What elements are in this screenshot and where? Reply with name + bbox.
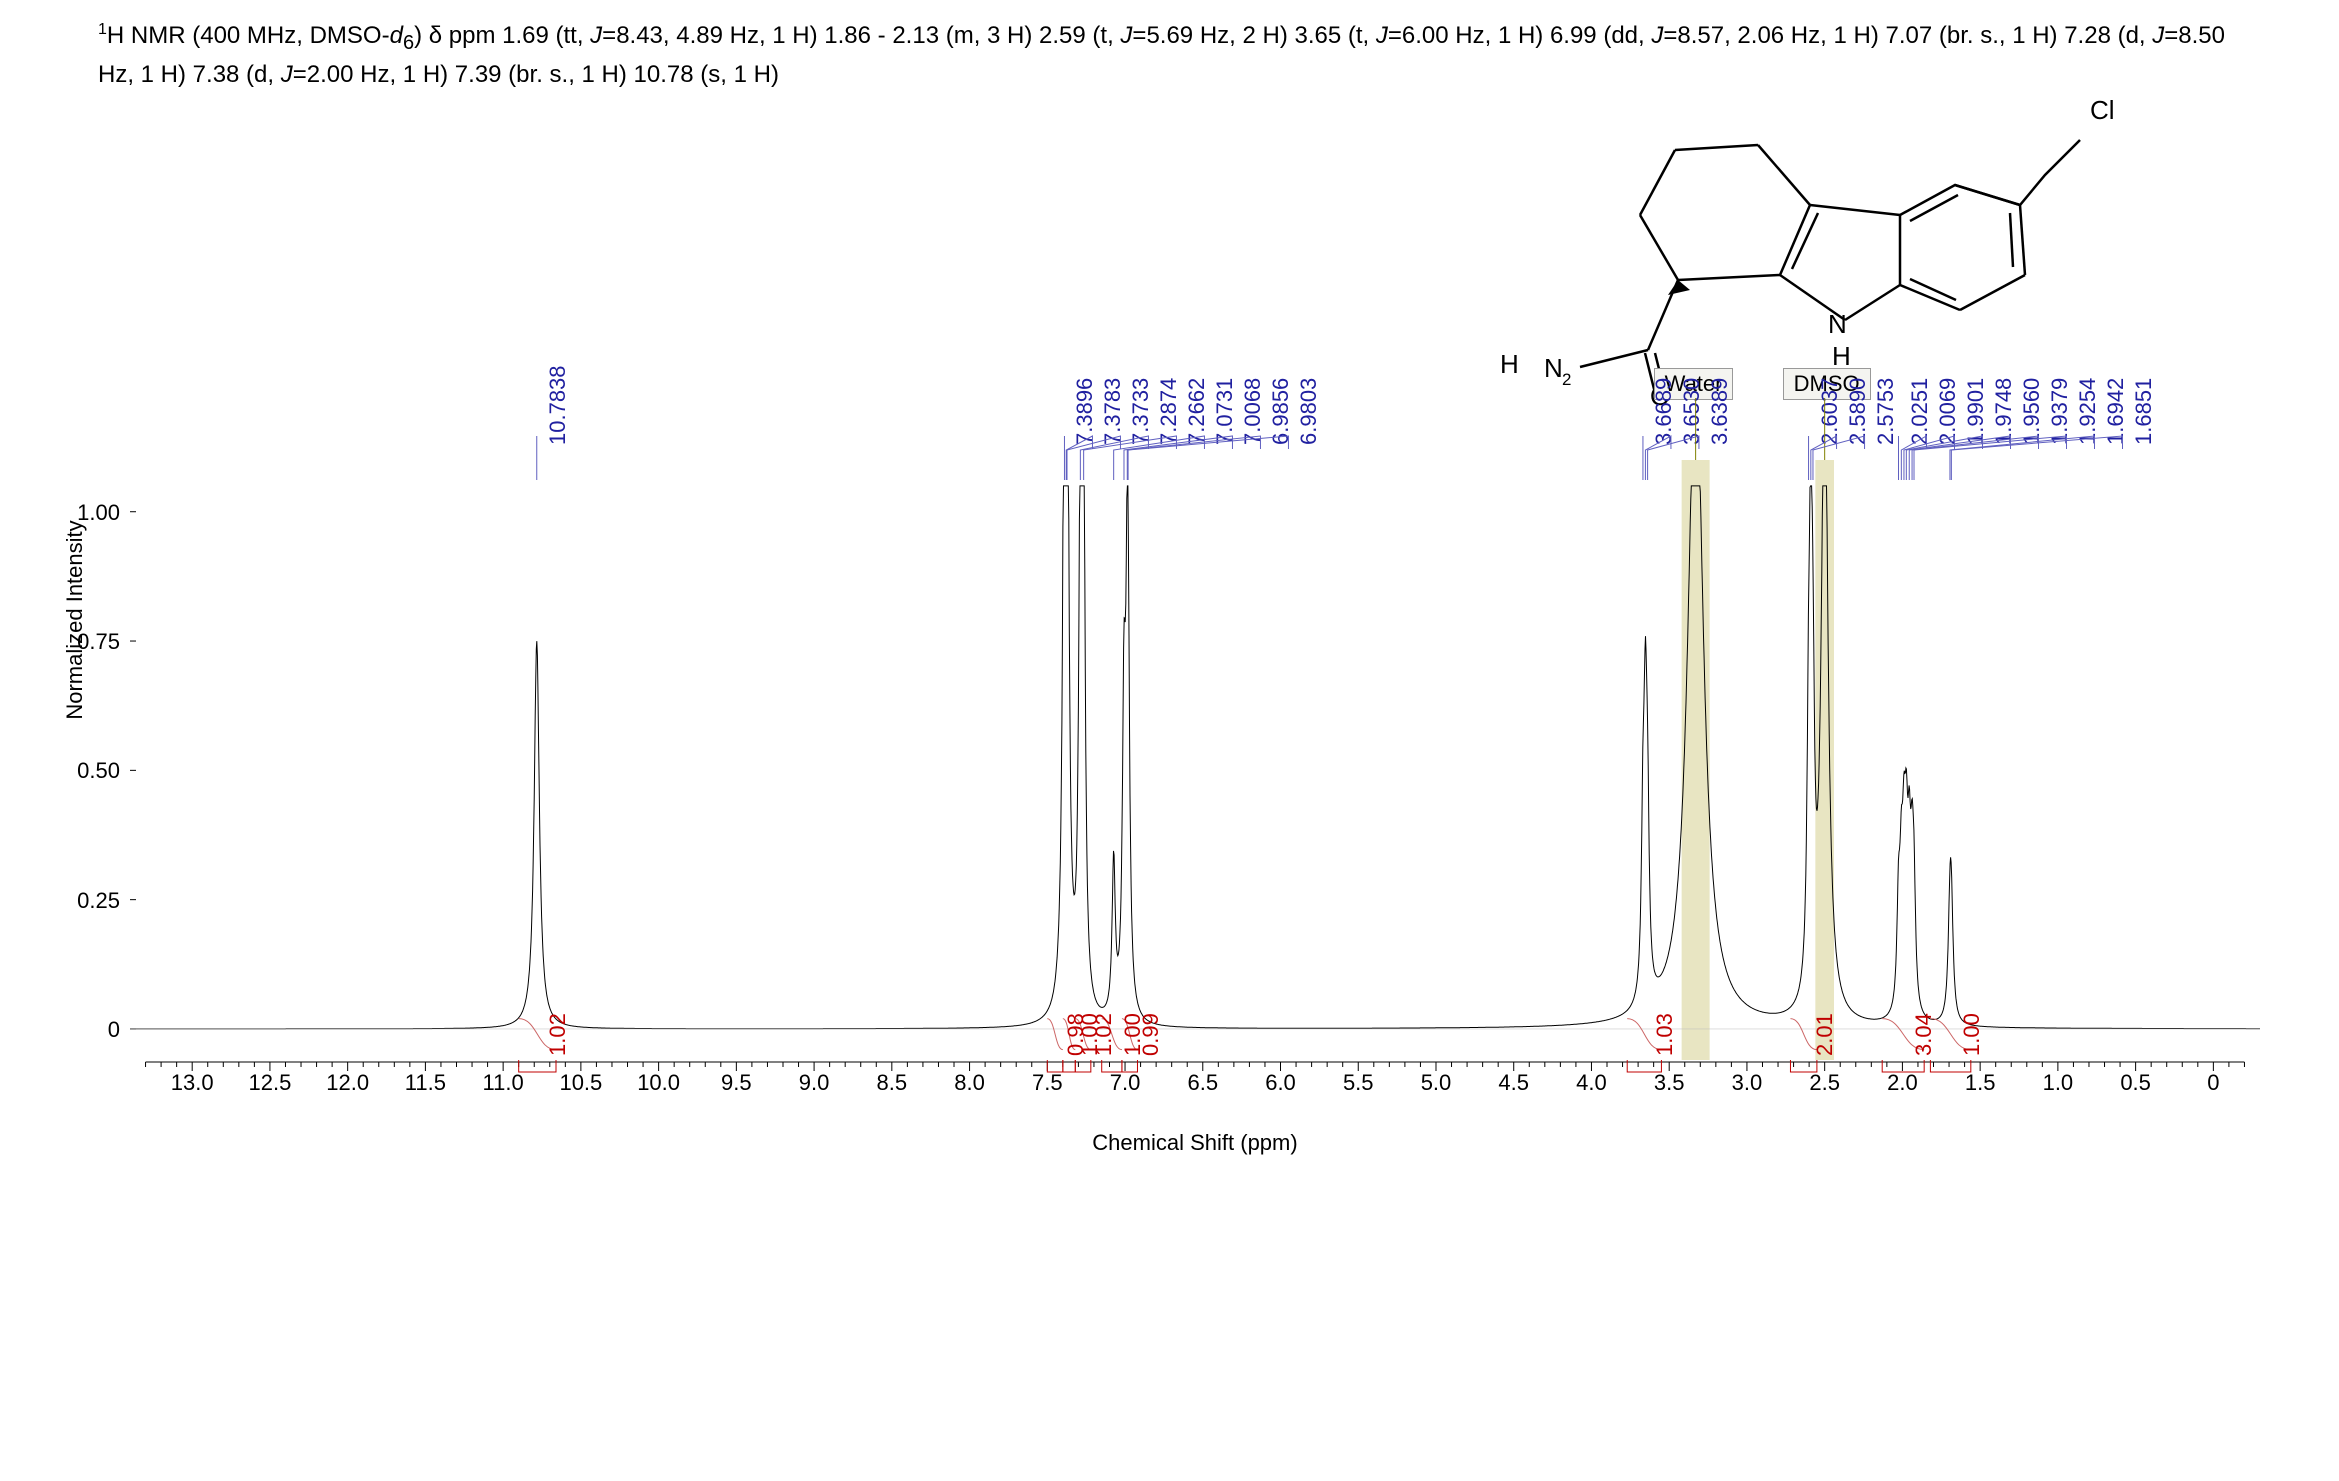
x-axis-label: Chemical Shift (ppm) xyxy=(130,1130,2260,1156)
peak-label: 2.5753 xyxy=(1873,378,1899,445)
y-axis-label: Normalized Intensity xyxy=(62,480,88,760)
x-tick-label: 8.0 xyxy=(935,1070,1005,1096)
peak-label: 2.0251 xyxy=(1907,378,1933,445)
svg-text:H: H xyxy=(1832,341,1851,371)
x-tick-label: 6.0 xyxy=(1246,1070,1316,1096)
peak-label: 7.0731 xyxy=(1212,378,1238,445)
peak-label: 1.9379 xyxy=(2047,378,2073,445)
y-tick-label: 0 xyxy=(55,1017,120,1043)
integral-label: 3.04 xyxy=(1911,1013,1937,1056)
y-tick-label: 0.25 xyxy=(55,888,120,914)
x-tick-label: 10.5 xyxy=(546,1070,616,1096)
x-tick-label: 6.5 xyxy=(1168,1070,1238,1096)
integral-label: 1.02 xyxy=(1091,1013,1117,1056)
peak-label: 1.6942 xyxy=(2103,378,2129,445)
integral-label: 1.03 xyxy=(1652,1013,1678,1056)
peak-label: 1.9254 xyxy=(2075,378,2101,445)
peak-label: 1.6851 xyxy=(2131,378,2157,445)
peak-label: 2.6037 xyxy=(1817,378,1843,445)
peak-label: 3.6689 xyxy=(1651,378,1677,445)
x-tick-label: 9.5 xyxy=(701,1070,771,1096)
peak-label: 7.2662 xyxy=(1184,378,1210,445)
peak-label: 7.2874 xyxy=(1156,378,1182,445)
x-tick-label: 10.0 xyxy=(624,1070,694,1096)
svg-text:2: 2 xyxy=(1562,370,1571,389)
x-tick-label: 4.0 xyxy=(1556,1070,1626,1096)
x-tick-label: 2.5 xyxy=(1790,1070,1860,1096)
integral-label: 1.02 xyxy=(545,1013,571,1056)
nmr-spectrum xyxy=(130,460,2260,1060)
x-tick-label: 1.0 xyxy=(2023,1070,2093,1096)
x-tick-label: 13.0 xyxy=(157,1070,227,1096)
x-tick-label: 11.0 xyxy=(468,1070,538,1096)
svg-text:N: N xyxy=(1544,353,1563,383)
x-tick-label: 4.5 xyxy=(1479,1070,1549,1096)
x-tick-label: 11.5 xyxy=(390,1070,460,1096)
x-tick-label: 5.0 xyxy=(1401,1070,1471,1096)
peak-label: 1.9901 xyxy=(1963,378,1989,445)
x-tick-label: 3.5 xyxy=(1634,1070,1704,1096)
x-tick-label: 7.5 xyxy=(1012,1070,1082,1096)
svg-text:N: N xyxy=(1828,309,1847,339)
peak-label: 7.0068 xyxy=(1240,378,1266,445)
x-tick-label: 0 xyxy=(2178,1070,2248,1096)
x-tick-label: 12.0 xyxy=(313,1070,383,1096)
molecule-structure: ClNHHN2O xyxy=(1480,95,2120,375)
svg-text:H: H xyxy=(1500,349,1519,379)
x-tick-label: 1.5 xyxy=(1945,1070,2015,1096)
peak-label: 7.3733 xyxy=(1128,378,1154,445)
x-tick-label: 0.5 xyxy=(2101,1070,2171,1096)
peak-label: 1.9560 xyxy=(2019,378,2045,445)
integral-label: 0.99 xyxy=(1138,1013,1164,1056)
y-tick-label: 0.50 xyxy=(55,758,120,784)
peak-label: 6.9856 xyxy=(1268,378,1294,445)
peak-label: 10.7838 xyxy=(545,365,571,445)
x-tick-label: 7.0 xyxy=(1090,1070,1160,1096)
peak-label: 3.6389 xyxy=(1707,378,1733,445)
x-tick-label: 5.5 xyxy=(1323,1070,1393,1096)
peak-label: 2.5890 xyxy=(1845,378,1871,445)
nmr-description: 1H NMR (400 MHz, DMSO-d6) δ ppm 1.69 (tt… xyxy=(98,18,2248,93)
peak-label: 6.9803 xyxy=(1296,378,1322,445)
svg-text:Cl: Cl xyxy=(2090,95,2115,125)
peak-label: 2.0069 xyxy=(1935,378,1961,445)
x-tick-label: 9.0 xyxy=(779,1070,849,1096)
x-tick-label: 2.0 xyxy=(1867,1070,1937,1096)
peak-label: 1.9748 xyxy=(1991,378,2017,445)
integral-label: 2.01 xyxy=(1812,1013,1838,1056)
x-tick-label: 3.0 xyxy=(1712,1070,1782,1096)
peak-label: 7.3783 xyxy=(1100,378,1126,445)
peak-label: 3.6530 xyxy=(1679,378,1705,445)
x-tick-label: 8.5 xyxy=(857,1070,927,1096)
integral-label: 1.00 xyxy=(1959,1013,1985,1056)
x-tick-label: 12.5 xyxy=(235,1070,305,1096)
peak-label: 7.3896 xyxy=(1072,378,1098,445)
